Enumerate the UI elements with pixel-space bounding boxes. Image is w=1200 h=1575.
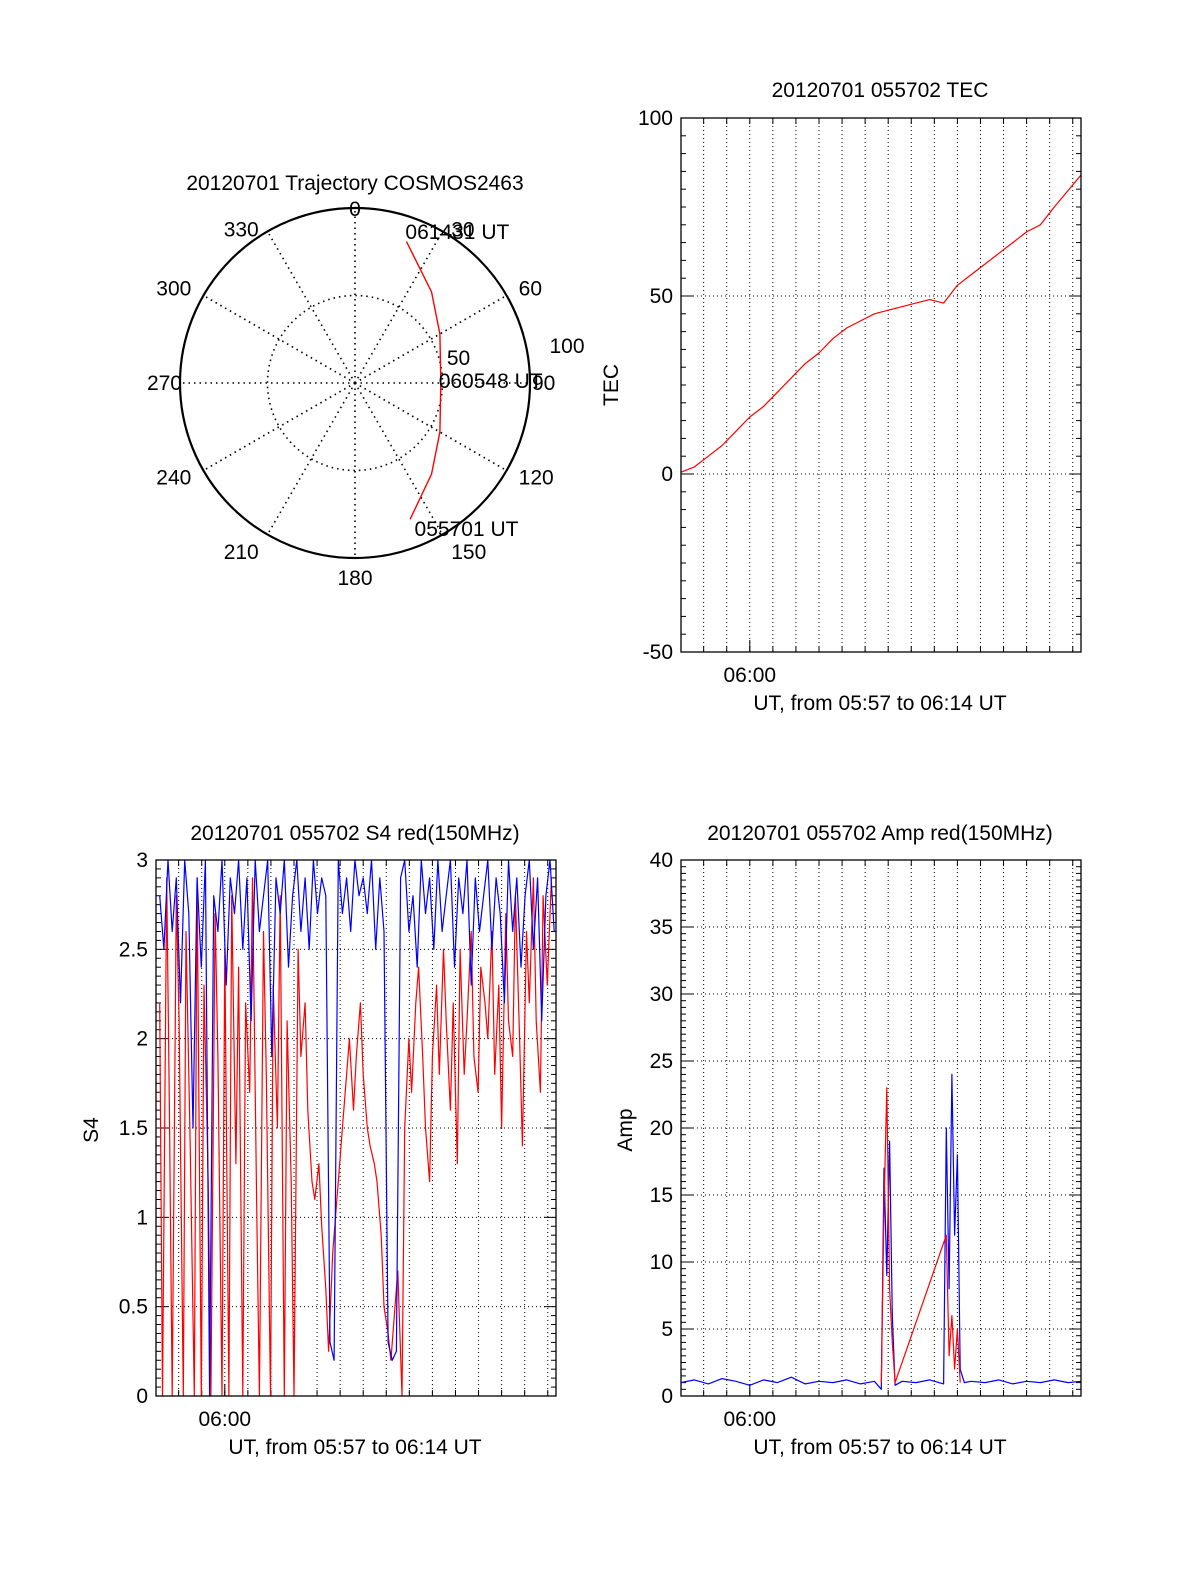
y-tick-label: 0 xyxy=(661,463,673,486)
series-line-red xyxy=(880,1087,961,1384)
polar-azimuth-label: 240 xyxy=(156,467,191,490)
y-tick-label: 1 xyxy=(136,1206,148,1229)
polar-azimuth-label: 330 xyxy=(224,218,259,241)
y-tick-label: 0.5 xyxy=(119,1296,148,1319)
polar-azimuth-label: 90 xyxy=(532,372,555,395)
y-tick-label: 100 xyxy=(638,107,673,130)
polar-radius-label: 50 xyxy=(447,347,470,370)
polar-azimuth-label: 120 xyxy=(519,467,554,490)
trajectory-polar-chart: 20120701 Trajectory COSMOS2463 0 30 60 90 12… xyxy=(147,172,585,590)
polar-grid-spoke xyxy=(266,231,356,384)
polar-grid-spoke xyxy=(354,382,507,472)
tec-ylabel: TEC xyxy=(600,364,623,406)
polar-azimuth-label: 60 xyxy=(519,278,542,301)
y-tick-label: 25 xyxy=(650,1050,673,1073)
y-tick-label: 0 xyxy=(136,1385,148,1408)
trajectory-time-label: 061431 UT xyxy=(405,221,509,244)
polar-azimuth-label: 30 xyxy=(451,218,474,241)
polar-grid-spoke xyxy=(266,382,356,535)
trajectory-title: 20120701 Trajectory COSMOS2463 xyxy=(186,172,523,195)
polar-grid-circle xyxy=(266,294,444,472)
polar-azimuth-label: 150 xyxy=(451,541,486,564)
trajectory-track xyxy=(405,241,442,520)
trajectory-time-label: 055701 UT xyxy=(415,518,519,541)
polar-grid-spoke xyxy=(203,382,356,472)
y-tick-label: 2 xyxy=(136,1028,148,1051)
plot-frame xyxy=(680,117,1082,653)
s4-title: 20120701 055702 S4 red(150MHz) xyxy=(190,822,519,845)
x-tick-label: 06:00 xyxy=(724,1408,777,1431)
polar-azimuth-label: 300 xyxy=(156,278,191,301)
series-line-blue xyxy=(680,1073,1082,1390)
y-tick-label: 10 xyxy=(650,1251,673,1274)
polar-grid-spoke xyxy=(354,382,444,535)
y-tick-label: 2.5 xyxy=(119,938,148,961)
polar-outer-circle xyxy=(178,206,532,560)
polar-azimuth-label: 0 xyxy=(349,198,361,221)
y-tick-label: 20 xyxy=(650,1117,673,1140)
x-tick-label: 06:00 xyxy=(199,1408,252,1431)
s4-xlabel: UT, from 05:57 to 06:14 UT xyxy=(228,1436,481,1459)
y-tick-label: 40 xyxy=(650,849,673,872)
plot-frame xyxy=(155,859,557,1397)
x-tick-label: 06:00 xyxy=(724,664,777,687)
tec-xlabel: UT, from 05:57 to 06:14 UT xyxy=(753,692,1006,715)
y-tick-label: 3 xyxy=(136,849,148,872)
s4-chart: 20120701 055702 S4 red(150MHz) S4 UT, fr… xyxy=(80,822,557,1459)
y-tick-label: 50 xyxy=(650,285,673,308)
polar-azimuth-label: 270 xyxy=(147,372,182,395)
polar-radius-label: 100 xyxy=(549,335,584,358)
polar-azimuth-label: 210 xyxy=(224,541,259,564)
y-tick-label: 35 xyxy=(650,916,673,939)
amp-title: 20120701 055702 Amp red(150MHz) xyxy=(707,822,1053,845)
s4-ylabel: S4 xyxy=(80,1117,103,1143)
plot-frame xyxy=(680,859,1082,1397)
y-tick-label: 30 xyxy=(650,983,673,1006)
y-tick-label: 5 xyxy=(661,1318,673,1341)
tec-title: 20120701 055702 TEC xyxy=(772,79,989,102)
amp-chart: 20120701 055702 Amp red(150MHz) Amp UT, … xyxy=(614,822,1082,1459)
polar-azimuth-label: 180 xyxy=(337,567,372,590)
y-tick-label: 0 xyxy=(661,1385,673,1408)
amp-ylabel: Amp xyxy=(614,1108,637,1151)
tec-chart: 20120701 055702 TEC TEC UT, from 05:57 t… xyxy=(600,79,1082,715)
trajectory-time-label: 060548 UT xyxy=(439,370,543,393)
series-line-blue xyxy=(159,859,555,1397)
amp-xlabel: UT, from 05:57 to 06:14 UT xyxy=(753,1436,1006,1459)
y-tick-label: -50 xyxy=(643,641,673,664)
y-tick-label: 15 xyxy=(650,1184,673,1207)
y-tick-label: 1.5 xyxy=(119,1117,148,1140)
series-line-red xyxy=(680,174,1082,473)
series-line-red xyxy=(159,877,552,1397)
